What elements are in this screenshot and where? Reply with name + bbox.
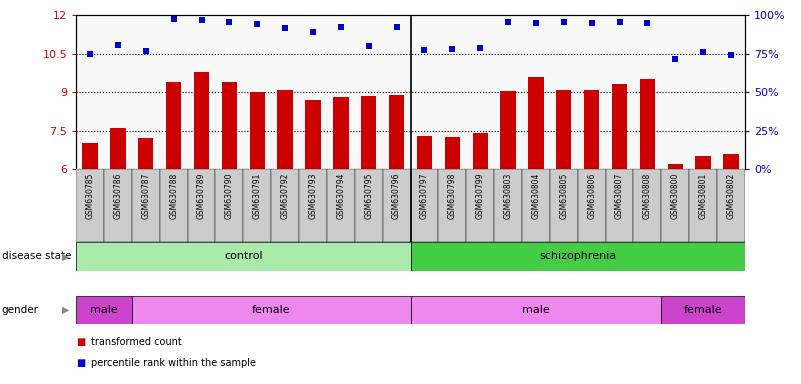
Bar <box>159 169 187 242</box>
Bar <box>389 95 405 169</box>
Text: GSM630808: GSM630808 <box>643 173 652 219</box>
Bar <box>138 138 154 169</box>
Text: GSM630795: GSM630795 <box>364 173 373 219</box>
Text: GSM630801: GSM630801 <box>698 173 707 219</box>
Bar <box>695 156 710 169</box>
Bar <box>187 169 215 242</box>
Bar <box>717 169 745 242</box>
Text: GSM630787: GSM630787 <box>141 173 151 219</box>
Text: GSM630788: GSM630788 <box>169 173 178 219</box>
Text: GSM630794: GSM630794 <box>336 173 345 219</box>
Text: female: female <box>252 305 291 315</box>
Bar <box>634 169 662 242</box>
Text: ■: ■ <box>76 358 86 368</box>
Bar <box>438 169 466 242</box>
Bar <box>667 164 683 169</box>
Text: ▶: ▶ <box>62 305 70 315</box>
Bar <box>76 296 132 324</box>
Bar <box>299 169 327 242</box>
Text: schizophrenia: schizophrenia <box>539 251 616 262</box>
Text: gender: gender <box>2 305 38 315</box>
Text: GSM630791: GSM630791 <box>253 173 262 219</box>
Text: male: male <box>90 305 118 315</box>
Bar <box>250 92 265 169</box>
Bar <box>466 169 494 242</box>
Bar <box>501 91 516 169</box>
Text: disease state: disease state <box>2 251 71 262</box>
Text: ▶: ▶ <box>62 251 70 262</box>
Bar <box>662 296 745 324</box>
Bar <box>104 169 132 242</box>
Text: male: male <box>522 305 549 315</box>
Text: GSM630786: GSM630786 <box>114 173 123 219</box>
Bar <box>194 72 209 169</box>
Bar <box>305 100 320 169</box>
Bar <box>333 97 348 169</box>
Text: GSM630792: GSM630792 <box>280 173 290 219</box>
Text: GSM630800: GSM630800 <box>670 173 680 219</box>
Bar <box>473 133 488 169</box>
Bar <box>445 137 460 169</box>
Bar <box>272 169 299 242</box>
Bar <box>410 242 745 271</box>
Bar <box>549 169 578 242</box>
Text: GSM630799: GSM630799 <box>476 173 485 219</box>
Text: GSM630802: GSM630802 <box>727 173 735 219</box>
Bar <box>277 89 293 169</box>
Text: GSM630797: GSM630797 <box>420 173 429 219</box>
Text: GSM630789: GSM630789 <box>197 173 206 219</box>
Bar <box>640 79 655 169</box>
Bar <box>606 169 634 242</box>
Bar <box>410 169 438 242</box>
Bar <box>166 82 181 169</box>
Bar <box>410 296 662 324</box>
Bar <box>528 77 544 169</box>
Bar <box>222 82 237 169</box>
Bar <box>578 169 606 242</box>
Bar <box>383 169 410 242</box>
Text: GSM630805: GSM630805 <box>559 173 568 219</box>
Bar <box>244 169 272 242</box>
Bar <box>355 169 383 242</box>
Text: GSM630798: GSM630798 <box>448 173 457 219</box>
Text: GSM630790: GSM630790 <box>225 173 234 219</box>
Bar <box>215 169 244 242</box>
Bar <box>111 128 126 169</box>
Text: transformed count: transformed count <box>91 337 181 347</box>
Bar <box>417 136 432 169</box>
Text: GSM630785: GSM630785 <box>86 173 95 219</box>
Bar <box>662 169 689 242</box>
Text: GSM630806: GSM630806 <box>587 173 596 219</box>
Bar <box>494 169 522 242</box>
Text: female: female <box>684 305 723 315</box>
Bar <box>83 143 98 169</box>
Bar <box>327 169 355 242</box>
Bar <box>556 89 571 169</box>
Bar <box>584 89 599 169</box>
Text: GSM630796: GSM630796 <box>392 173 401 219</box>
Bar <box>132 296 410 324</box>
Text: GSM630793: GSM630793 <box>308 173 317 219</box>
Bar <box>723 154 739 169</box>
Text: percentile rank within the sample: percentile rank within the sample <box>91 358 256 368</box>
Bar <box>76 242 410 271</box>
Text: ■: ■ <box>76 337 86 347</box>
Bar <box>522 169 549 242</box>
Text: control: control <box>224 251 263 262</box>
Text: GSM630804: GSM630804 <box>531 173 541 219</box>
Text: GSM630803: GSM630803 <box>504 173 513 219</box>
Text: GSM630807: GSM630807 <box>615 173 624 219</box>
Bar <box>132 169 159 242</box>
Bar <box>361 96 376 169</box>
Bar <box>689 169 717 242</box>
Bar <box>612 84 627 169</box>
Bar <box>76 169 104 242</box>
